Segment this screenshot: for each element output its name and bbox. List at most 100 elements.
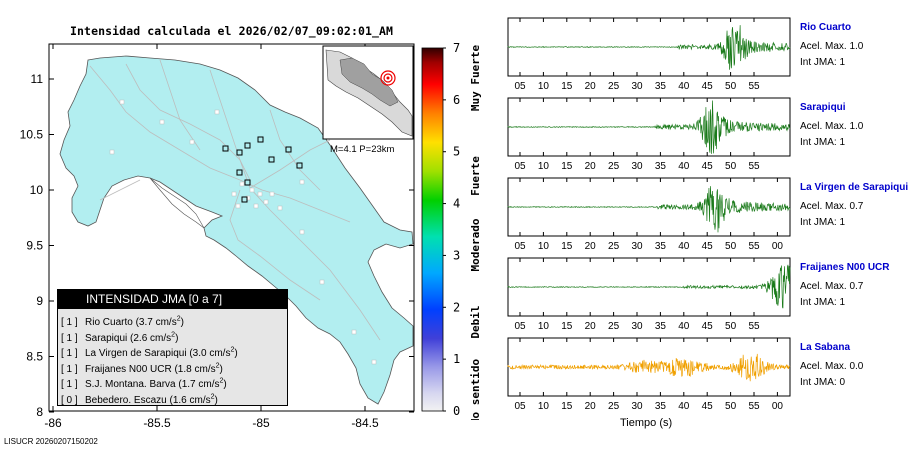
intensity-legend: INTENSIDAD JMA [0 a 7] [ 1 ] Rio Cuarto (… [57, 289, 288, 406]
legend-intensity: [ 1 ] [61, 332, 78, 344]
time-tick: 40 [678, 161, 690, 172]
station-max-accel: Acel. Max. 0.0 [800, 361, 864, 372]
waveform-panel: 05 10 15 20 25 30 35 40 45 50 55 [507, 257, 791, 332]
station-name[interactable]: Fraijanes N00 UCR [800, 262, 890, 273]
time-tick: 25 [608, 321, 620, 332]
scale-category-label: Moderado [469, 218, 482, 271]
map-x-tick: -85 [252, 416, 270, 430]
scale-tick: 6 [453, 93, 460, 107]
legend-intensity: [ 1 ] [61, 379, 78, 391]
time-tick: 45 [702, 321, 714, 332]
time-tick: 40 [678, 321, 690, 332]
time-tick: 25 [608, 401, 620, 412]
time-tick: 50 [725, 161, 737, 172]
legend-row: [ 1 ] Sarapiqui (2.6 cm/s2) [61, 332, 287, 348]
waveform-panel: 05 10 15 20 25 30 35 40 45 50 55 [507, 17, 791, 92]
waveform-panel: 05 10 15 20 25 30 35 40 45 50 55 00 [507, 177, 791, 252]
legend-header: INTENSIDAD JMA [0 a 7] [58, 290, 287, 309]
station-name[interactable]: Sarapiqui [800, 102, 846, 113]
jma-color-scale: 0 1 2 3 4 5 6 7 No sentido Debil Moderado Fuerte Mu… [421, 41, 482, 420]
time-tick: 10 [538, 401, 550, 412]
station-jma-intensity: Int JMA: 1 [800, 137, 846, 148]
legend-station-text: La Virgen de Sarapiqui (3.0 cm/s2) [85, 347, 238, 360]
time-tick: 35 [655, 241, 667, 252]
station-info: Fraijanes N00 UCR Acel. Max. 0.7 Int JMA: … [800, 262, 889, 313]
waveform-trace [507, 353, 791, 382]
time-axis-label: Tiempo (s) [620, 417, 673, 429]
map-y-tick: 11 [31, 72, 44, 86]
legend-row: [ 1 ] Rio Cuarto (3.7 cm/s2) [61, 316, 287, 332]
station-info: Rio Cuarto Acel. Max. 1.0 Int JMA: 1 [800, 22, 863, 73]
waveform-panels: 05 10 15 20 25 30 35 40 45 50 55 05 10 15 20 25 30 35 40 45… [507, 17, 791, 412]
station-max-accel: Acel. Max. 0.7 [800, 281, 864, 292]
station-name[interactable]: La Sabana [800, 342, 851, 353]
map-y-tick: 10.5 [20, 128, 44, 142]
time-tick: 15 [561, 81, 573, 92]
time-tick: 15 [561, 321, 573, 332]
time-tick: 15 [561, 401, 573, 412]
time-tick: 50 [725, 401, 737, 412]
time-tick: 25 [608, 81, 620, 92]
time-tick: 25 [608, 161, 620, 172]
waveform-trace [507, 25, 791, 70]
map-y-tick: 8 [36, 405, 43, 419]
time-tick: 40 [678, 241, 690, 252]
time-tick: 45 [702, 81, 714, 92]
time-tick: 50 [725, 321, 737, 332]
time-tick: 45 [702, 401, 714, 412]
map-x-tick: -85.5 [143, 416, 171, 430]
highlighted-stations [222, 136, 303, 203]
station-max-accel: Acel. Max. 0.7 [800, 201, 864, 212]
map-y-tick: 10 [30, 183, 44, 197]
legend-intensity: [ 1 ] [61, 348, 78, 360]
footer-id: LISUCR 20260207150202 [4, 437, 98, 446]
time-tick: 05 [514, 401, 526, 412]
legend-station-text: S.J. Montana. Barva (1.7 cm/s2) [85, 378, 227, 391]
time-tick: 00 [772, 241, 784, 252]
scale-category-label: Fuerte [469, 156, 482, 196]
scale-tick: 5 [453, 145, 460, 159]
inset-magnitude-label: M=4.1 P=23km [330, 144, 395, 155]
station-markers [109, 99, 377, 365]
legend-row: [ 1 ] La Virgen de Sarapiqui (3.0 cm/s2) [61, 347, 287, 363]
station-info: Sarapiqui Acel. Max. 1.0 Int JMA: 1 [800, 102, 863, 153]
time-tick: 20 [585, 321, 597, 332]
legend-station-text: Rio Cuarto (3.7 cm/s2) [85, 316, 184, 329]
waveform-panel: 05 10 15 20 25 30 35 40 45 50 55 00 [507, 337, 791, 412]
time-tick: 55 [748, 241, 760, 252]
map-y-tick: 9.5 [26, 239, 43, 253]
map-title: Intensidad calculada el 2026/02/07_09:02… [70, 24, 394, 38]
legend-intensity: [ 1 ] [61, 363, 78, 375]
time-tick: 10 [538, 161, 550, 172]
time-tick: 05 [514, 321, 526, 332]
time-tick: 10 [538, 81, 550, 92]
time-tick: 35 [655, 161, 667, 172]
station-jma-intensity: Int JMA: 0 [800, 377, 846, 388]
map-y-tick: 9 [36, 294, 43, 308]
time-tick: 15 [561, 241, 573, 252]
time-tick: 55 [748, 401, 760, 412]
scale-tick: 3 [453, 248, 460, 262]
scale-category-label: No sentido [469, 359, 482, 420]
map-x-tick: -84.5 [351, 416, 379, 430]
time-tick: 15 [561, 161, 573, 172]
station-info: La Virgen de Sarapiqui Acel. Max. 0.7 Int … [800, 182, 908, 233]
color-bar [421, 47, 444, 412]
time-tick: 35 [655, 81, 667, 92]
time-tick: 55 [748, 161, 760, 172]
time-tick: 40 [678, 401, 690, 412]
legend-intensity: [ 0 ] [61, 394, 78, 406]
time-tick: 20 [585, 81, 597, 92]
station-jma-intensity: Int JMA: 1 [800, 297, 846, 308]
legend-station-text: Fraijanes N00 UCR (1.8 cm/s2) [85, 362, 223, 375]
time-tick: 45 [702, 161, 714, 172]
station-name[interactable]: La Virgen de Sarapiqui [800, 182, 909, 193]
time-tick: 50 [725, 81, 737, 92]
station-max-accel: Acel. Max. 1.0 [800, 121, 864, 132]
time-tick: 40 [678, 81, 690, 92]
legend-station-text: Bebedero. Escazu (1.6 cm/s2) [85, 393, 218, 406]
time-tick: 30 [631, 241, 643, 252]
waveform-trace [507, 100, 791, 154]
station-name[interactable]: Rio Cuarto [800, 22, 852, 33]
time-tick: 35 [655, 401, 667, 412]
